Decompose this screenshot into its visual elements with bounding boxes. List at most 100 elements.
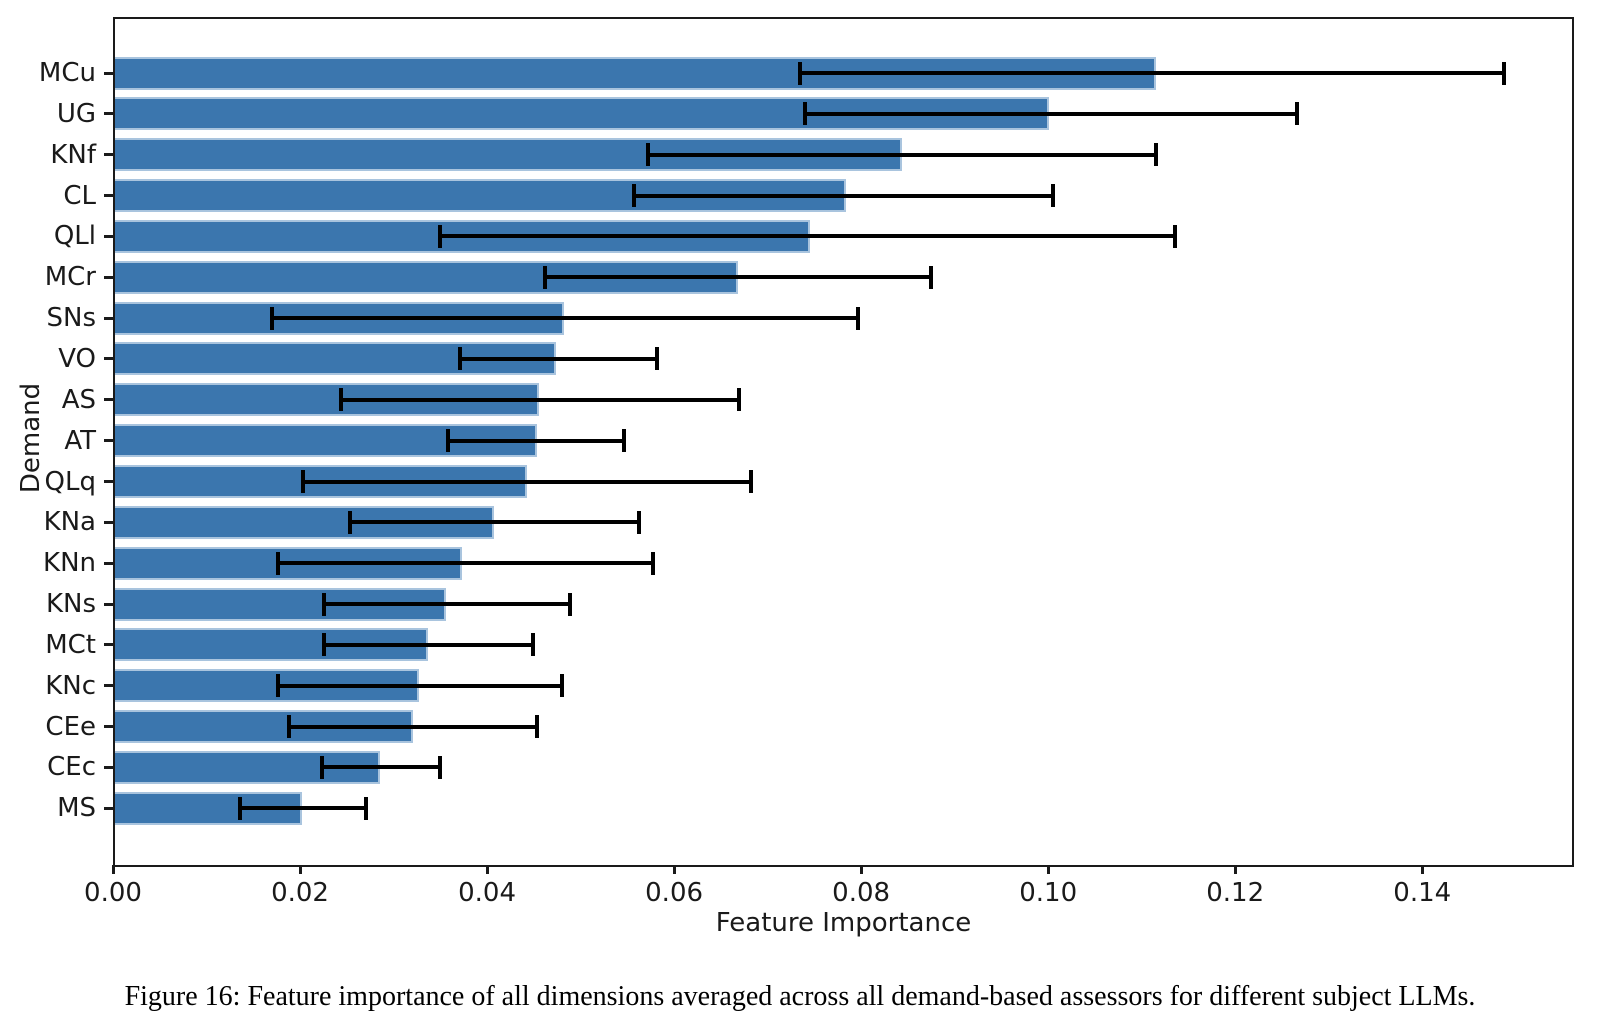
y-tick-KNa xyxy=(104,520,113,524)
error-cap-low-MCt xyxy=(322,633,327,657)
y-tick-UG xyxy=(104,112,113,116)
y-tick-label-KNn: KNn xyxy=(43,548,96,579)
error-bar-KNf xyxy=(648,152,1156,157)
x-tick-0.02 xyxy=(298,865,302,874)
bar-MCr xyxy=(115,260,738,294)
y-tick-label-QLl: QLl xyxy=(53,221,96,252)
y-tick-label-MCt: MCt xyxy=(45,629,96,660)
error-bar-KNs xyxy=(324,602,571,607)
error-cap-low-AT xyxy=(445,429,450,453)
error-cap-high-KNc xyxy=(560,674,564,698)
x-tick-label-0.06: 0.06 xyxy=(645,878,704,908)
y-tick-AS xyxy=(104,398,113,402)
y-tick-AT xyxy=(104,439,113,443)
error-bar-QLq xyxy=(302,479,751,484)
error-cap-low-QLl xyxy=(438,224,443,248)
y-tick-label-MCr: MCr xyxy=(44,262,96,293)
x-tick-label-0.00: 0.00 xyxy=(84,878,142,908)
error-bar-UG xyxy=(805,111,1298,116)
bar-CEc xyxy=(115,750,380,784)
error-bar-MS xyxy=(240,806,366,811)
y-tick-QLl xyxy=(104,234,113,238)
bar-KNf xyxy=(115,138,903,172)
y-tick-KNn xyxy=(104,561,113,565)
y-tick-MS xyxy=(104,806,113,810)
error-bar-VO xyxy=(460,356,658,361)
error-cap-high-QLq xyxy=(748,470,753,493)
error-bar-CEe xyxy=(288,724,537,729)
error-bar-QLl xyxy=(440,234,1175,239)
y-tick-label-KNc: KNc xyxy=(45,670,96,701)
x-tick-0.08 xyxy=(859,865,863,874)
error-cap-low-MCr xyxy=(543,265,548,289)
y-axis-title: Demand xyxy=(16,382,46,494)
y-tick-CEe xyxy=(104,725,113,729)
error-cap-high-AT xyxy=(621,429,626,453)
error-cap-low-SNs xyxy=(270,306,275,330)
error-bar-MCu xyxy=(800,71,1504,75)
error-bar-MCt xyxy=(324,642,533,647)
bar-MCt xyxy=(115,628,429,662)
y-tick-label-QLq: QLq xyxy=(44,466,96,497)
y-tick-label-KNa: KNa xyxy=(43,507,96,538)
x-tick-label-0.12: 0.12 xyxy=(1206,878,1265,908)
error-cap-high-QLl xyxy=(1172,224,1177,248)
x-tick-0.10 xyxy=(1046,865,1050,874)
error-cap-high-SNs xyxy=(856,306,861,330)
error-cap-low-KNc xyxy=(275,674,280,698)
x-tick-0.06 xyxy=(672,865,676,874)
error-cap-high-KNa xyxy=(636,510,641,534)
error-cap-high-MCt xyxy=(531,633,536,657)
y-tick-label-CEe: CEe xyxy=(45,711,96,742)
error-cap-high-UG xyxy=(1295,102,1300,126)
bar-KNc xyxy=(115,669,419,703)
error-cap-low-KNf xyxy=(646,143,651,167)
error-cap-high-KNn xyxy=(650,551,655,575)
x-axis-title: Feature Importance xyxy=(715,908,972,938)
x-tick-label-0.08: 0.08 xyxy=(832,878,891,908)
y-tick-SNs xyxy=(104,316,113,320)
y-tick-label-CEc: CEc xyxy=(47,752,96,783)
error-cap-low-QLq xyxy=(300,470,305,493)
x-tick-label-0.14: 0.14 xyxy=(1393,878,1452,908)
error-cap-low-VO xyxy=(458,347,463,371)
x-tick-label-0.04: 0.04 xyxy=(458,878,516,908)
error-cap-low-UG xyxy=(803,102,808,126)
y-tick-label-MCu: MCu xyxy=(38,58,96,88)
error-cap-high-VO xyxy=(655,347,660,371)
y-tick-VO xyxy=(104,357,113,361)
error-cap-high-AS xyxy=(736,388,741,412)
y-tick-label-AS: AS xyxy=(61,384,96,415)
error-bar-SNs xyxy=(272,316,859,321)
x-tick-0.00 xyxy=(111,865,115,874)
figure-caption: Figure 16: Feature importance of all dim… xyxy=(124,981,1476,1012)
x-tick-0.12 xyxy=(1233,865,1237,874)
x-tick-0.14 xyxy=(1420,865,1424,874)
x-tick-label-0.02: 0.02 xyxy=(271,878,329,908)
error-bar-AT xyxy=(447,438,624,443)
y-tick-MCt xyxy=(104,643,113,647)
error-cap-high-MCr xyxy=(929,265,934,289)
error-cap-low-AS xyxy=(339,388,344,412)
y-tick-KNf xyxy=(104,153,113,157)
plot-area xyxy=(113,17,1574,867)
y-tick-label-KNs: KNs xyxy=(45,589,96,620)
y-tick-label-UG: UG xyxy=(56,98,96,129)
error-bar-KNc xyxy=(277,683,562,688)
error-cap-high-MCu xyxy=(1501,61,1506,85)
error-bar-KNn xyxy=(277,561,653,566)
y-tick-label-AT: AT xyxy=(64,425,96,456)
error-cap-high-KNs xyxy=(568,592,573,616)
y-tick-MCr xyxy=(104,275,113,279)
error-bar-MCr xyxy=(545,275,932,280)
error-bar-CL xyxy=(634,193,1053,198)
error-cap-high-CEe xyxy=(534,715,539,739)
error-cap-low-CEe xyxy=(286,715,291,739)
y-tick-KNc xyxy=(104,684,113,688)
y-tick-KNs xyxy=(104,602,113,606)
y-tick-MCu xyxy=(104,71,113,75)
y-tick-label-KNf: KNf xyxy=(50,139,96,170)
x-tick-0.04 xyxy=(485,865,489,874)
error-bar-AS xyxy=(341,397,739,402)
